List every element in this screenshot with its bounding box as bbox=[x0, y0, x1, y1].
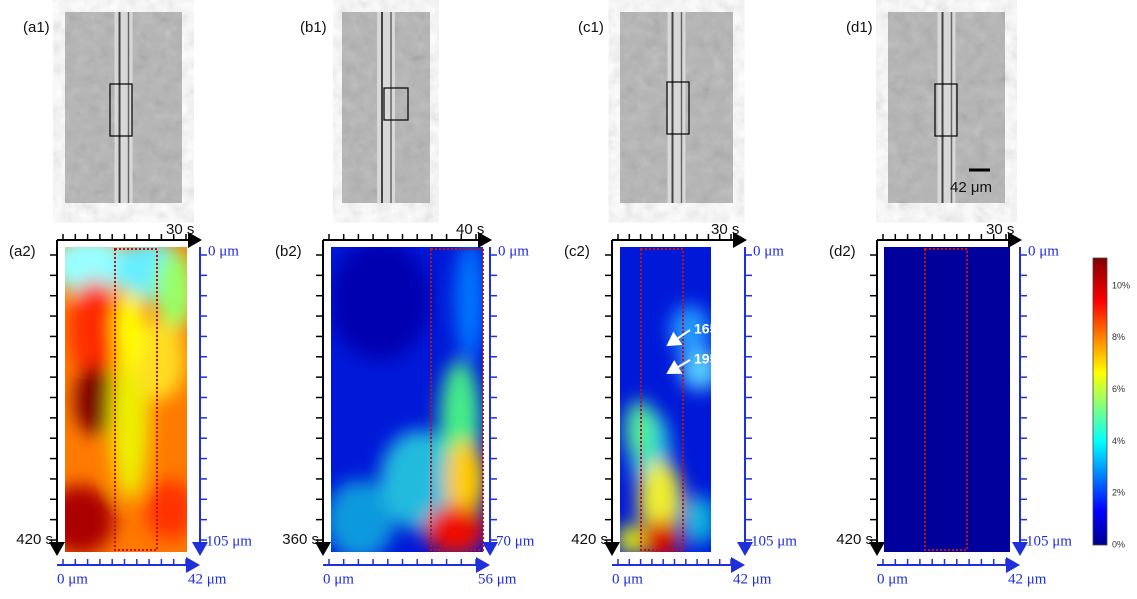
heatmap-region bbox=[680, 350, 711, 390]
roi-dotted bbox=[430, 248, 484, 551]
colorbar-label: 0% bbox=[1112, 539, 1125, 549]
depth-label: 0 μm bbox=[208, 243, 239, 259]
width-label: 0 μm bbox=[612, 571, 643, 587]
time-label: 30 s bbox=[166, 221, 194, 238]
heatmap-region bbox=[135, 320, 185, 400]
panel-label: (a2) bbox=[9, 243, 36, 260]
heatmap-region bbox=[70, 280, 120, 380]
roi-box bbox=[383, 87, 409, 121]
time-label: 420 s bbox=[571, 531, 608, 548]
width-label: 0 μm bbox=[877, 571, 908, 587]
heatmap bbox=[331, 247, 483, 552]
width-label: 0 μm bbox=[323, 571, 354, 587]
roi-box bbox=[934, 83, 958, 137]
width-label: 42 μm bbox=[1008, 571, 1047, 587]
panel-label: (d1) bbox=[846, 19, 873, 36]
annotation: 195 s bbox=[694, 351, 729, 367]
heatmap-region bbox=[455, 247, 483, 360]
groove bbox=[667, 12, 686, 203]
heatmap-region bbox=[640, 520, 680, 552]
panel-label: (d2) bbox=[829, 243, 856, 260]
heatmap-region bbox=[331, 480, 395, 552]
panel-label: (b2) bbox=[275, 243, 302, 260]
heatmap-region bbox=[685, 495, 711, 545]
heatmap-region bbox=[425, 505, 483, 552]
heatmap-region bbox=[331, 247, 430, 360]
heatmap-region bbox=[115, 290, 145, 370]
colorbar-label: 2% bbox=[1112, 488, 1125, 498]
roi-dotted bbox=[114, 248, 158, 551]
roi-dotted bbox=[924, 248, 968, 551]
roi-dotted bbox=[640, 248, 684, 551]
colorbar-label: 8% bbox=[1112, 332, 1125, 342]
heatmap-region bbox=[145, 480, 187, 540]
heatmap-blobs bbox=[65, 247, 187, 552]
colorbar-label: 10% bbox=[1112, 280, 1130, 290]
roi-box bbox=[109, 83, 133, 137]
annotation-arrow bbox=[666, 359, 691, 375]
heatmap-region bbox=[445, 440, 483, 520]
colorbar-label: 6% bbox=[1112, 384, 1125, 394]
depth-label: 105 μm bbox=[751, 533, 797, 549]
heatmap-region bbox=[65, 485, 115, 552]
depth-label: 70 μm bbox=[496, 533, 535, 549]
heatmap bbox=[65, 247, 187, 552]
width-label: 0 μm bbox=[57, 571, 88, 587]
depth-label: 105 μm bbox=[1026, 533, 1072, 549]
heatmap-region bbox=[155, 250, 187, 330]
heatmap-region bbox=[620, 525, 642, 552]
panel-label: (a1) bbox=[23, 19, 50, 36]
groove bbox=[377, 12, 395, 203]
colorbar: 10% 8% 6% 4% 2% 0% bbox=[1092, 257, 1130, 549]
heatmap-base bbox=[884, 247, 1010, 552]
annotation: 165 s bbox=[694, 321, 729, 337]
heatmap bbox=[884, 247, 1010, 552]
time-label: 420 s bbox=[16, 531, 53, 548]
panel-label: (c2) bbox=[564, 243, 590, 260]
heatmap-region bbox=[65, 247, 130, 295]
heatmap-region bbox=[638, 460, 682, 540]
depth-label: 0 μm bbox=[753, 243, 784, 259]
heatmap-blobs bbox=[331, 247, 483, 552]
width-label: 56 μm bbox=[478, 571, 517, 587]
groove bbox=[937, 12, 956, 203]
roi-box bbox=[666, 81, 690, 135]
width-label: 42 μm bbox=[733, 571, 772, 587]
panel-label: (c1) bbox=[578, 19, 604, 36]
groove bbox=[114, 12, 133, 203]
time-label: 360 s bbox=[282, 531, 319, 548]
depth-label: 0 μm bbox=[498, 243, 529, 259]
time-label: 420 s bbox=[836, 531, 873, 548]
depth-label: 0 μm bbox=[1028, 243, 1059, 259]
depth-label: 105 μm bbox=[206, 533, 252, 549]
colorbar-label: 4% bbox=[1112, 436, 1125, 446]
scale-bar-label: 42 μm bbox=[950, 179, 992, 196]
colorbar-scale bbox=[1092, 257, 1108, 546]
heatmap bbox=[620, 247, 711, 552]
width-label: 42 μm bbox=[188, 571, 227, 587]
time-label: 40 s bbox=[456, 221, 484, 238]
heatmap-region bbox=[75, 365, 115, 435]
time-label: 30 s bbox=[986, 221, 1014, 238]
annotation-arrow bbox=[666, 329, 691, 347]
heatmap-region bbox=[380, 430, 460, 530]
time-label: 30 s bbox=[711, 221, 739, 238]
panel-label: (b1) bbox=[300, 19, 327, 36]
